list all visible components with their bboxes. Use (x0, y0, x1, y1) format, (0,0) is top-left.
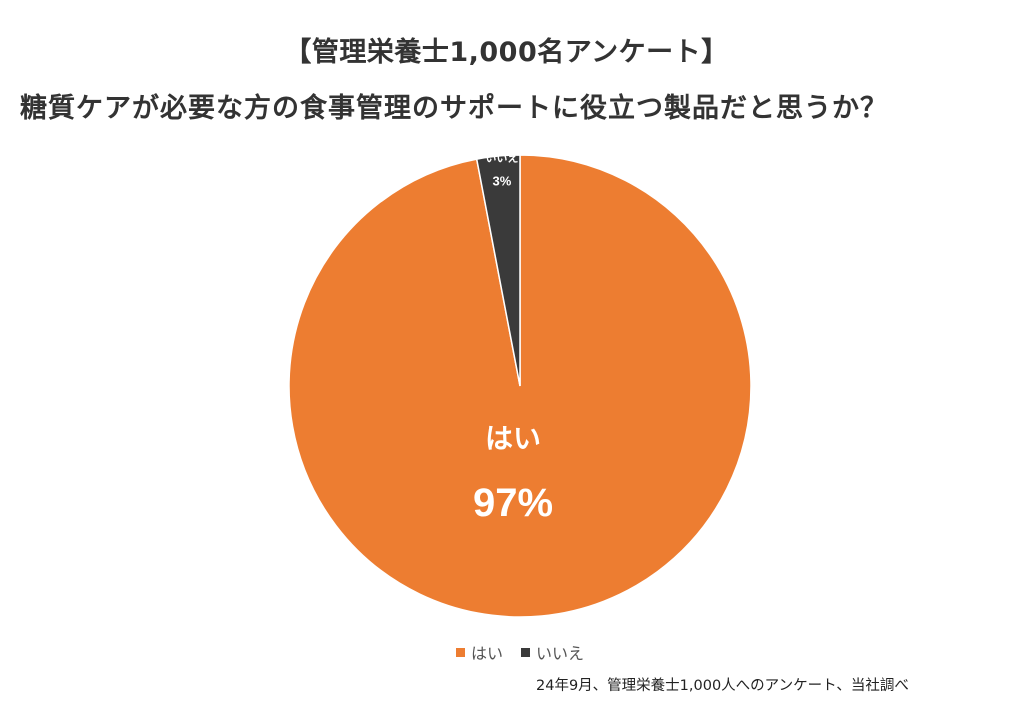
slice-label-no: いいえ (485, 152, 518, 165)
legend-label-yes: はい (471, 644, 504, 663)
chart-title-line-2: 糖質ケアが必要な方の食事管理のサポートに役立つ製品だと思うか？ (20, 93, 888, 124)
legend-item-no: いいえ (521, 640, 584, 664)
slice-label-yes: はい (485, 422, 541, 455)
slice-value-yes: 97% (473, 481, 553, 525)
legend-label-no: いいえ (536, 644, 585, 663)
source-note: 24年9月、管理栄養士1,000人へのアンケート、当社調べ (536, 678, 909, 694)
pie-slice-no (475, 154, 521, 387)
slice-value-no: 3% (492, 174, 511, 189)
chart-legend: はい いいえ (456, 640, 584, 664)
chart-title-line-1: 【管理栄養士1,000名アンケート】 (284, 37, 729, 68)
legend-swatch-yes (456, 647, 465, 657)
legend-swatch-no (521, 647, 531, 657)
legend-item-yes: はい (456, 640, 503, 664)
